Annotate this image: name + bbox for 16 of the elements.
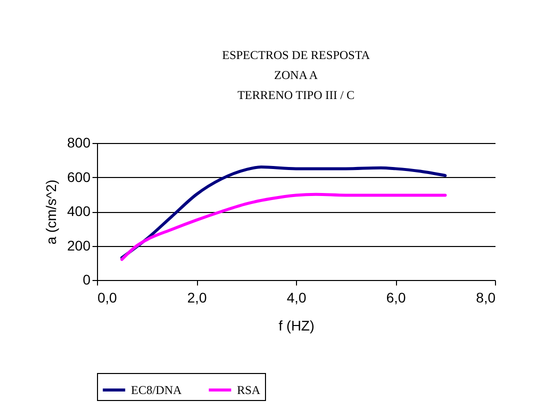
legend-label: EC8/DNA xyxy=(131,383,182,397)
legend-label: RSA xyxy=(237,383,261,397)
y-tick-label: 200 xyxy=(67,237,91,254)
x-axis-title: f (HZ) xyxy=(278,318,314,334)
y-tick-label: 0 xyxy=(82,272,91,288)
x-tick-label: 2,0 xyxy=(187,290,207,306)
y-axis-title: a (cm/s^2) xyxy=(43,180,60,244)
chart-title: ESPECTROS DE RESPOSTA ZONA A TERRENO TIPO III / C xyxy=(222,48,370,102)
y-tick-label: 600 xyxy=(67,168,91,185)
x-tick-label: 8,0 xyxy=(476,290,496,306)
x-tick-label: 4,0 xyxy=(286,290,306,306)
x-tick-label: 0,0 xyxy=(98,290,118,306)
x-tick-label: 6,0 xyxy=(386,290,406,306)
y-tick-label: 800 xyxy=(67,134,91,150)
y-tick-label: 400 xyxy=(67,203,91,219)
line-series xyxy=(120,192,447,261)
